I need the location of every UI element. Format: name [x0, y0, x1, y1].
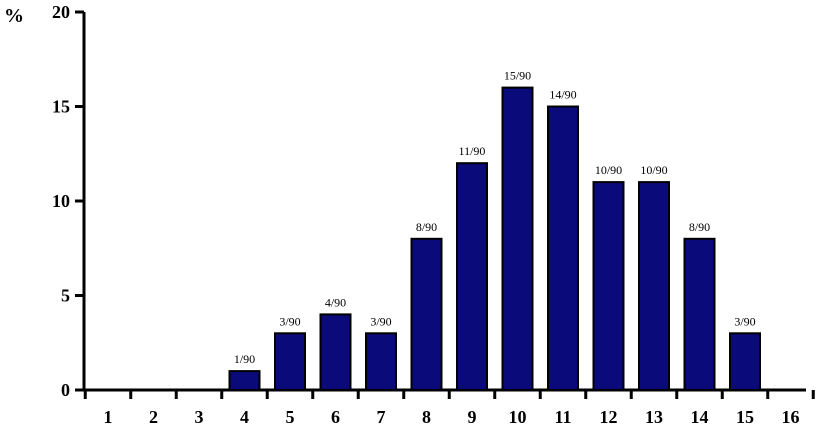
x-tick-label: 11 — [554, 407, 571, 427]
x-tick-label: 2 — [149, 407, 158, 427]
bar-value-label: 1/90 — [234, 352, 255, 366]
bar — [274, 332, 306, 391]
x-tick-label: 12 — [600, 407, 618, 427]
bar — [319, 313, 352, 391]
bar — [729, 332, 761, 391]
y-axis-unit-label: % — [4, 5, 24, 27]
bar-value-label: 8/90 — [416, 220, 437, 234]
y-axis: 0 5 10 15 20 — [52, 2, 86, 400]
bar — [228, 370, 261, 392]
bar-value-label: 10/90 — [595, 163, 622, 177]
y-tick-label: 5 — [61, 286, 70, 306]
bar — [365, 332, 397, 391]
x-tick-label: 4 — [240, 407, 249, 427]
bar-labels: 1/90 3/90 4/90 3/90 8/90 11/90 15/90 14/90 10/90… — [234, 69, 756, 367]
x-tick-label: 16 — [782, 407, 800, 427]
bar-value-label: 11/90 — [459, 144, 486, 158]
bar-value-label: 3/90 — [734, 314, 755, 328]
bar-value-label: 15/90 — [504, 69, 531, 83]
bar — [456, 162, 488, 391]
bar — [638, 181, 670, 391]
bar — [547, 105, 579, 391]
x-tick-label: 9 — [468, 407, 477, 427]
x-tick-label: 15 — [736, 407, 754, 427]
y-tick-label: 10 — [52, 191, 70, 211]
x-tick-label: 5 — [286, 407, 295, 427]
x-tick-label: 14 — [691, 407, 709, 427]
bar — [501, 86, 534, 391]
y-tick-label: 20 — [52, 2, 70, 22]
x-axis: 1 2 3 4 5 6 7 8 9 10 11 12 13 14 15 16 — [82, 388, 815, 427]
bar — [410, 237, 443, 391]
bar-value-label: 8/90 — [689, 220, 710, 234]
bar — [683, 237, 716, 391]
bar — [592, 181, 625, 391]
x-tick-label: 6 — [331, 407, 340, 427]
y-tick-label: 15 — [52, 97, 70, 117]
x-tick-label: 7 — [377, 407, 386, 427]
bars — [228, 86, 761, 392]
bar-value-label: 3/90 — [370, 314, 391, 328]
bar-value-label: 3/90 — [279, 314, 300, 328]
y-tick-label: 0 — [61, 380, 70, 400]
x-tick-label: 8 — [422, 407, 431, 427]
x-tick-label: 1 — [104, 407, 113, 427]
x-tick-label: 3 — [195, 407, 204, 427]
x-tick-label: 13 — [645, 407, 663, 427]
bar-value-label: 4/90 — [325, 295, 346, 309]
bar-value-label: 14/90 — [549, 88, 576, 102]
x-tick-label: 10 — [509, 407, 527, 427]
bar-value-label: 10/90 — [640, 163, 667, 177]
